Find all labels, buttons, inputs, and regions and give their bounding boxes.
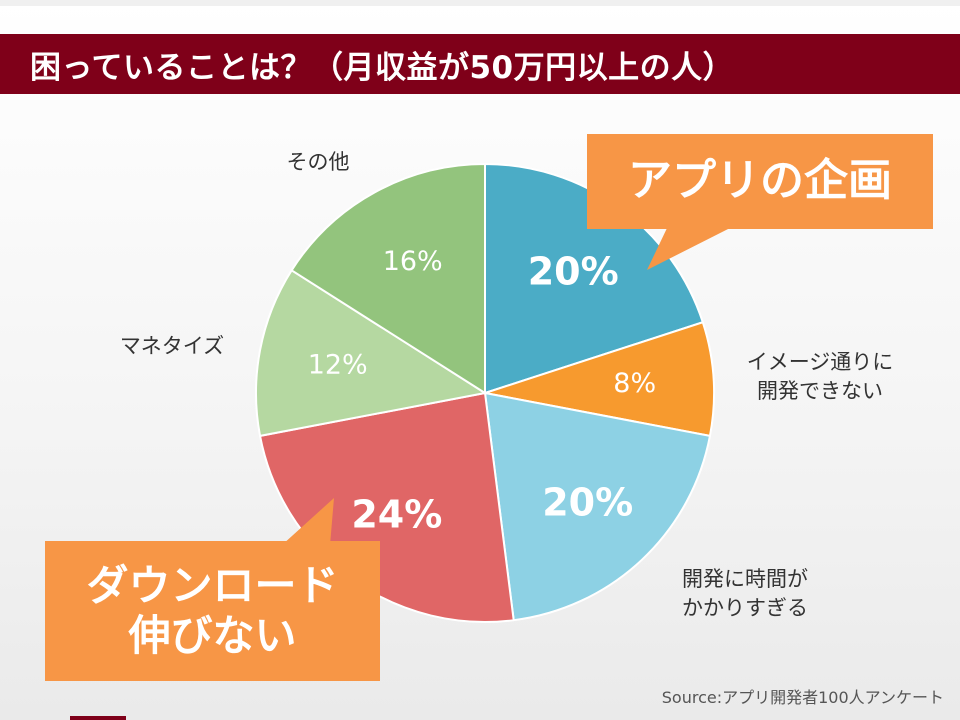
pie-value-label-4: 12% xyxy=(308,349,368,380)
callout-top-pointer xyxy=(647,226,734,270)
pie-category-label-5: その他 xyxy=(287,150,350,174)
pie-value-label-2: 20% xyxy=(542,480,633,524)
source-note: Source:アプリ開発者100人アンケート xyxy=(661,688,944,707)
pie-slice-5 xyxy=(290,162,486,395)
callout-downloads-not-growing: ダウンロード 伸びない xyxy=(45,541,380,681)
title-bar: 困っていることは？（月収益が50万円以上の人） xyxy=(0,34,960,94)
callout-bottom-pointer xyxy=(282,498,334,545)
pie-value-label-3: 24% xyxy=(351,492,442,536)
page-title: 困っていることは？（月収益が50万円以上の人） xyxy=(30,49,735,86)
pie-value-label-5: 16% xyxy=(383,246,443,277)
pie-value-label-0: 20% xyxy=(528,250,619,294)
pie-category-label-1: イメージ通りに開発できない xyxy=(747,350,894,403)
pie-category-label-4: マネタイズ xyxy=(120,334,224,358)
top-border xyxy=(0,0,960,6)
pie-value-labels: 20% 8% 20% 24% 12% 16% xyxy=(308,246,656,536)
pie-category-label-2: 開発に時間がかかりすぎる xyxy=(682,567,808,620)
pie-slices xyxy=(255,162,715,623)
pie-value-label-1: 8% xyxy=(613,368,656,399)
pie-slice-2 xyxy=(483,391,712,622)
bottom-accent xyxy=(70,716,126,720)
pie-slice-1 xyxy=(484,320,715,438)
callout-app-planning: アプリの企画 xyxy=(587,134,933,229)
pie-slice-4 xyxy=(255,268,488,438)
